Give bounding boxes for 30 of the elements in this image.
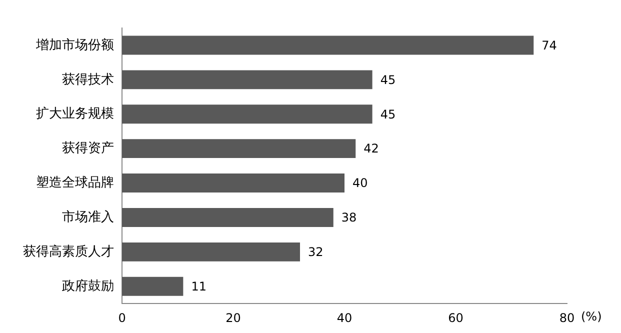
x-tick-label: 80: [559, 310, 575, 325]
bar: [122, 139, 356, 158]
bar: [122, 242, 300, 262]
y-tick-label: 增加市场份额: [35, 36, 114, 52]
bar: [122, 104, 372, 124]
data-label: 74: [542, 38, 557, 52]
y-tick-label: 获得技术: [62, 71, 114, 86]
x-tick-label: 40: [336, 310, 352, 325]
y-tick-label: 政府鼓励: [62, 278, 114, 293]
x-axis-title: (%): [581, 310, 602, 324]
x-tick-label: 0: [118, 310, 126, 325]
bar: [122, 36, 534, 55]
x-tick-label: 20: [226, 310, 241, 325]
bar: [122, 208, 334, 227]
y-tick-label: 获得资产: [62, 140, 114, 156]
data-label: 40: [352, 176, 368, 190]
data-label: 42: [364, 142, 379, 156]
y-tick-label: 市场准入: [62, 209, 114, 224]
data-label: 45: [380, 107, 396, 122]
data-label: 45: [380, 72, 396, 87]
data-label: 38: [341, 210, 357, 225]
y-tick-label: 扩大业务规模: [36, 106, 114, 121]
y-tick-label: 塑造全球品牌: [36, 174, 114, 190]
y-tick-label: 获得高素质人才: [23, 244, 114, 259]
data-label: 32: [308, 245, 324, 260]
bar: [122, 70, 372, 90]
bar: [122, 276, 184, 296]
bar: [122, 174, 344, 192]
x-tick-label: 60: [448, 310, 464, 325]
data-label: 11: [191, 280, 206, 294]
